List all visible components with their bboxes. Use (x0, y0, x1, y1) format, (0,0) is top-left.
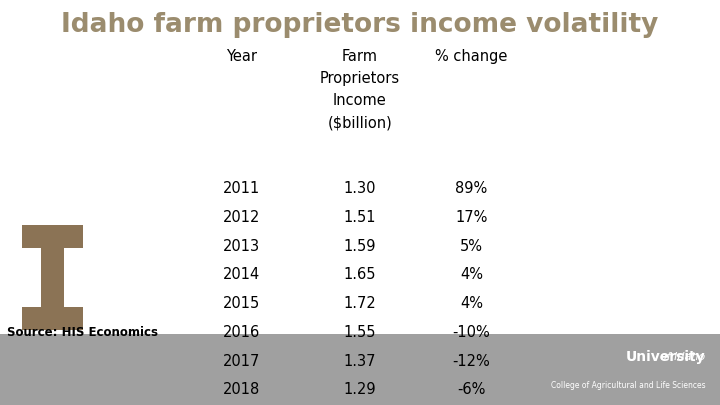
Text: 1.65: 1.65 (343, 267, 377, 282)
Text: University: University (626, 350, 706, 364)
Bar (40, 248, 64, 307)
Text: Income: Income (333, 93, 387, 108)
Text: 2013: 2013 (222, 239, 260, 254)
Text: Year: Year (225, 49, 257, 64)
Text: 1.72: 1.72 (343, 296, 377, 311)
Text: of Idaho: of Idaho (626, 352, 706, 362)
Bar (22, 307, 83, 330)
Bar (22, 225, 83, 248)
Text: 2016: 2016 (222, 325, 260, 340)
Bar (198, 404, 508, 405)
Text: 1.55: 1.55 (343, 325, 377, 340)
Text: Farm: Farm (342, 49, 378, 64)
Text: -12%: -12% (453, 354, 490, 369)
Text: 2011: 2011 (222, 181, 260, 196)
Text: Idaho farm proprietors income volatility: Idaho farm proprietors income volatility (61, 12, 659, 38)
Bar (198, 347, 508, 375)
Text: -6%: -6% (457, 382, 486, 397)
Text: 4%: 4% (460, 296, 483, 311)
Bar (0, 334, 720, 405)
Text: 5%: 5% (460, 239, 483, 254)
Text: ($billion): ($billion) (328, 115, 392, 130)
Text: 2012: 2012 (222, 210, 260, 225)
Text: Source: HIS Economics: Source: HIS Economics (7, 326, 158, 339)
Text: 1.51: 1.51 (343, 210, 377, 225)
Text: 1.30: 1.30 (343, 181, 377, 196)
Text: 2014: 2014 (222, 267, 260, 282)
Text: College of Agricultural and Life Sciences: College of Agricultural and Life Science… (551, 381, 706, 390)
Text: 1.59: 1.59 (343, 239, 377, 254)
Bar (198, 375, 508, 404)
Text: 4%: 4% (460, 267, 483, 282)
Text: % change: % change (436, 49, 508, 64)
Text: 2017: 2017 (222, 354, 260, 369)
Text: Proprietors: Proprietors (320, 71, 400, 86)
Text: 2018: 2018 (222, 382, 260, 397)
Text: 1.29: 1.29 (343, 382, 377, 397)
Text: 2015: 2015 (222, 296, 260, 311)
Text: 89%: 89% (456, 181, 487, 196)
Text: 1.37: 1.37 (343, 354, 377, 369)
Text: -10%: -10% (453, 325, 490, 340)
Text: 17%: 17% (456, 210, 487, 225)
